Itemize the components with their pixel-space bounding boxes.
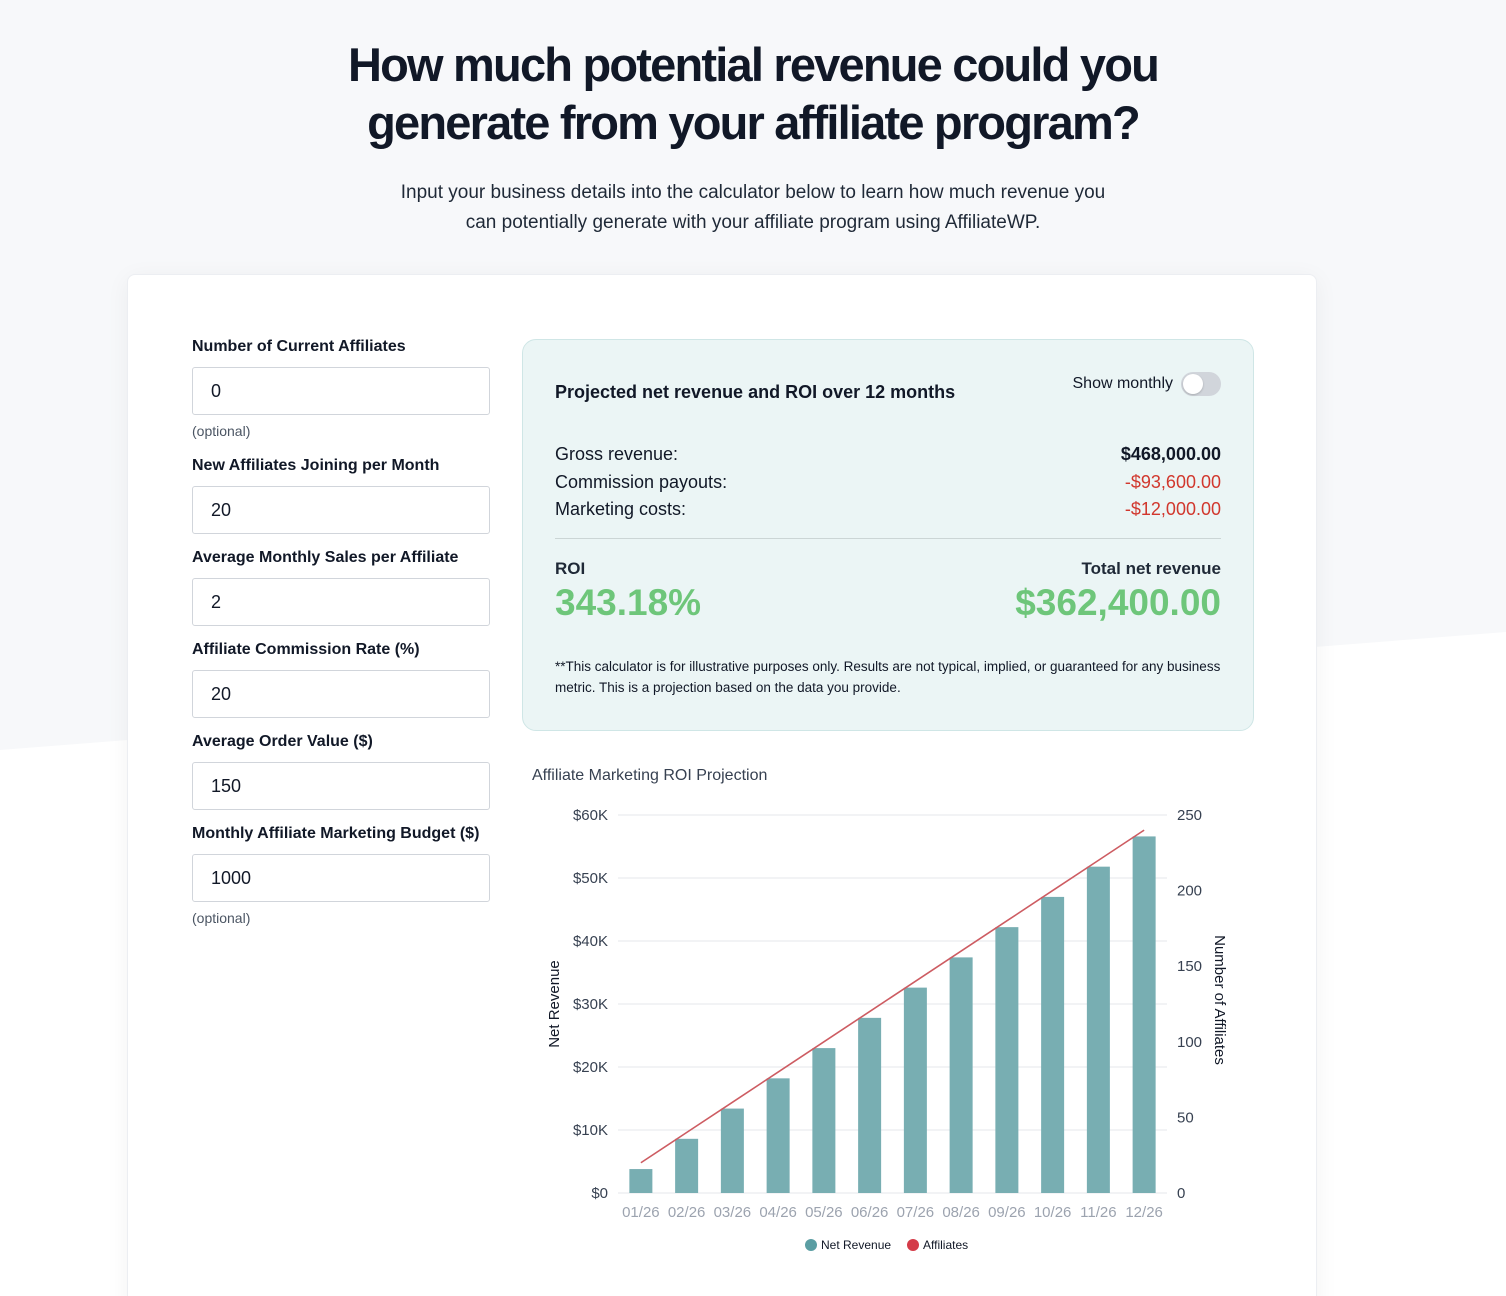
marketing-costs-label: Marketing costs: bbox=[555, 499, 687, 519]
total-net-revenue-value: $362,400.00 bbox=[1015, 582, 1221, 623]
page-subtitle: Input your business details into the cal… bbox=[400, 182, 1106, 233]
y-tick-label: $10K bbox=[573, 1122, 608, 1139]
x-tick-label: 06/26 bbox=[851, 1204, 889, 1221]
x-tick-label: 09/26 bbox=[988, 1204, 1026, 1221]
roi-chart-svg: Affiliate Marketing ROI Projection $0 $10K… bbox=[532, 767, 1228, 1252]
bar-net-revenue bbox=[675, 1138, 699, 1193]
marketing-costs-row: Marketing costs: -$12,000.00 bbox=[555, 499, 1221, 520]
hero: How much potential revenue could you gen… bbox=[0, 36, 1506, 238]
y2-tick-label: 250 bbox=[1177, 807, 1202, 824]
bar-net-revenue bbox=[720, 1108, 744, 1193]
x-tick-label: 04/26 bbox=[759, 1204, 797, 1221]
calculator-card: Number of Current Affiliates (optional) … bbox=[127, 274, 1317, 1296]
new-affiliates-field: New Affiliates Joining per Month bbox=[192, 456, 490, 534]
summary-title: Projected net revenue and ROI over 12 mo… bbox=[555, 382, 956, 402]
order-value-field: Average Order Value ($) bbox=[192, 732, 490, 810]
y2-tick-label: 150 bbox=[1177, 958, 1202, 975]
bar-net-revenue bbox=[766, 1078, 790, 1193]
show-monthly-label: Show monthly bbox=[1072, 375, 1174, 392]
current-affiliates-field: Number of Current Affiliates (optional) bbox=[192, 337, 490, 439]
commission-rate-field: Affiliate Commission Rate (%) bbox=[192, 640, 490, 718]
y-tick-label: $40K bbox=[573, 933, 608, 950]
y2-axis-label: Number of Affiliates bbox=[1211, 935, 1228, 1065]
bar-net-revenue bbox=[1132, 836, 1156, 1193]
show-monthly-control: Show monthly bbox=[1072, 372, 1221, 396]
new-affiliates-label: New Affiliates Joining per Month bbox=[192, 457, 440, 474]
bar-net-revenue bbox=[903, 987, 927, 1193]
order-value-label: Average Order Value ($) bbox=[192, 733, 373, 750]
bar-net-revenue bbox=[858, 1017, 882, 1193]
marketing-budget-field: Monthly Affiliate Marketing Budget ($) (… bbox=[192, 824, 490, 926]
x-tick-label: 10/26 bbox=[1034, 1204, 1072, 1221]
current-affiliates-hint: (optional) bbox=[192, 423, 251, 439]
marketing-budget-input[interactable] bbox=[192, 854, 490, 902]
y-tick-label: $30K bbox=[573, 996, 608, 1013]
toggle-knob bbox=[1183, 374, 1203, 394]
commission-rate-input[interactable] bbox=[192, 670, 490, 718]
chart-title: Affiliate Marketing ROI Projection bbox=[532, 767, 767, 784]
new-affiliates-input[interactable] bbox=[192, 486, 490, 534]
marketing-budget-label: Monthly Affiliate Marketing Budget ($) bbox=[192, 825, 480, 842]
results-summary: Projected net revenue and ROI over 12 mo… bbox=[522, 339, 1254, 731]
order-value-input[interactable] bbox=[192, 762, 490, 810]
legend-marker-net-revenue bbox=[805, 1239, 817, 1251]
marketing-budget-hint: (optional) bbox=[192, 910, 251, 926]
bar-net-revenue bbox=[629, 1169, 653, 1193]
y2-tick-label: 50 bbox=[1177, 1109, 1194, 1126]
bar-net-revenue bbox=[1086, 866, 1110, 1193]
x-tick-label: 01/26 bbox=[622, 1204, 660, 1221]
show-monthly-toggle[interactable] bbox=[1181, 372, 1221, 396]
y2-tick-label: 200 bbox=[1177, 883, 1202, 900]
bar-net-revenue bbox=[1041, 896, 1065, 1193]
roi-chart: Affiliate Marketing ROI Projection $0 $10K… bbox=[522, 759, 1254, 1259]
y-tick-label: $20K bbox=[573, 1059, 608, 1076]
x-tick-label: 03/26 bbox=[714, 1204, 752, 1221]
y2-tick-label: 100 bbox=[1177, 1034, 1202, 1051]
x-tick-label: 07/26 bbox=[897, 1204, 935, 1221]
monthly-sales-field: Average Monthly Sales per Affiliate bbox=[192, 548, 490, 626]
bar-net-revenue bbox=[995, 927, 1019, 1193]
y-tick-label: $50K bbox=[573, 870, 608, 887]
disclaimer: **This calculator is for illustrative pu… bbox=[555, 659, 1221, 695]
y2-tick-label: 0 bbox=[1177, 1185, 1185, 1202]
summary-divider bbox=[555, 538, 1221, 539]
bar-net-revenue bbox=[812, 1048, 836, 1193]
roi-value: 343.18% bbox=[555, 582, 702, 623]
gross-revenue-value: $468,000.00 bbox=[1120, 444, 1221, 464]
line-affiliates bbox=[640, 829, 1145, 1164]
legend-marker-affiliates bbox=[907, 1239, 919, 1251]
current-affiliates-label: Number of Current Affiliates bbox=[192, 338, 406, 355]
legend-label-net-revenue: Net Revenue bbox=[821, 1238, 891, 1252]
gross-revenue-label: Gross revenue: bbox=[555, 444, 679, 464]
commission-payouts-row: Commission payouts: -$93,600.00 bbox=[555, 472, 1221, 493]
monthly-sales-label: Average Monthly Sales per Affiliate bbox=[192, 549, 459, 566]
x-tick-label: 11/26 bbox=[1080, 1204, 1116, 1221]
x-tick-label: 12/26 bbox=[1125, 1204, 1163, 1221]
x-tick-label: 02/26 bbox=[668, 1204, 706, 1221]
gross-revenue-row: Gross revenue: $468,000.00 bbox=[555, 444, 1221, 465]
page-title: How much potential revenue could you gen… bbox=[347, 38, 1160, 149]
monthly-sales-input[interactable] bbox=[192, 578, 490, 626]
y-tick-label: $60K bbox=[573, 807, 608, 824]
current-affiliates-input[interactable] bbox=[192, 367, 490, 415]
legend-label-affiliates: Affiliates bbox=[923, 1238, 968, 1252]
y-axis-label: Net Revenue bbox=[546, 960, 563, 1048]
roi-label: ROI bbox=[555, 559, 586, 578]
total-net-revenue-label: Total net revenue bbox=[1081, 559, 1222, 578]
bar-net-revenue bbox=[949, 957, 973, 1193]
commission-payouts-label: Commission payouts: bbox=[555, 472, 728, 492]
y-tick-label: $0 bbox=[591, 1185, 608, 1202]
x-tick-label: 05/26 bbox=[805, 1204, 843, 1221]
marketing-costs-value: -$12,000.00 bbox=[1124, 499, 1221, 519]
commission-payouts-value: -$93,600.00 bbox=[1124, 472, 1221, 492]
x-tick-label: 08/26 bbox=[942, 1204, 980, 1221]
commission-rate-label: Affiliate Commission Rate (%) bbox=[192, 641, 420, 658]
